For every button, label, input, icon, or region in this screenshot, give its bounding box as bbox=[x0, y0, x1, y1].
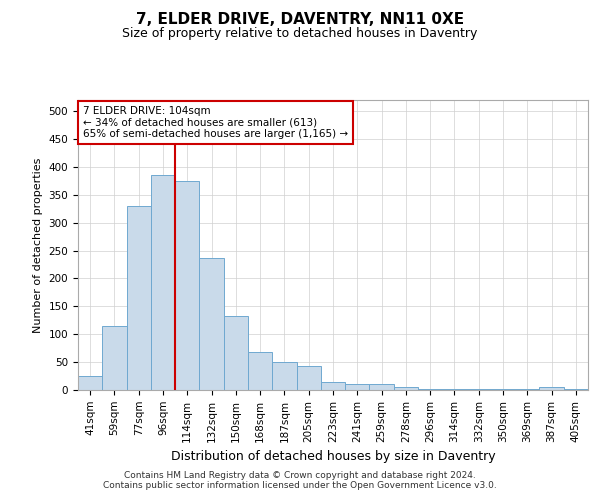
Bar bbox=[491, 389, 515, 390]
Bar bbox=[248, 352, 272, 390]
Y-axis label: Number of detached properties: Number of detached properties bbox=[33, 158, 43, 332]
Bar bbox=[175, 181, 199, 390]
Text: Size of property relative to detached houses in Daventry: Size of property relative to detached ho… bbox=[122, 28, 478, 40]
Bar bbox=[296, 366, 321, 390]
Bar bbox=[345, 384, 370, 390]
Bar bbox=[102, 326, 127, 390]
Bar bbox=[321, 382, 345, 390]
Bar bbox=[127, 206, 151, 390]
Bar bbox=[515, 389, 539, 390]
Bar bbox=[394, 387, 418, 390]
Bar bbox=[370, 384, 394, 390]
Bar bbox=[272, 362, 296, 390]
Bar bbox=[442, 389, 467, 390]
Bar bbox=[78, 376, 102, 390]
Text: 7, ELDER DRIVE, DAVENTRY, NN11 0XE: 7, ELDER DRIVE, DAVENTRY, NN11 0XE bbox=[136, 12, 464, 28]
Bar bbox=[467, 389, 491, 390]
Bar bbox=[418, 389, 442, 390]
Text: Contains HM Land Registry data © Crown copyright and database right 2024.
Contai: Contains HM Land Registry data © Crown c… bbox=[103, 470, 497, 490]
Bar bbox=[224, 316, 248, 390]
Bar bbox=[564, 389, 588, 390]
Text: 7 ELDER DRIVE: 104sqm
← 34% of detached houses are smaller (613)
65% of semi-det: 7 ELDER DRIVE: 104sqm ← 34% of detached … bbox=[83, 106, 348, 139]
X-axis label: Distribution of detached houses by size in Daventry: Distribution of detached houses by size … bbox=[170, 450, 496, 463]
Bar bbox=[151, 176, 175, 390]
Bar bbox=[199, 258, 224, 390]
Bar bbox=[539, 386, 564, 390]
